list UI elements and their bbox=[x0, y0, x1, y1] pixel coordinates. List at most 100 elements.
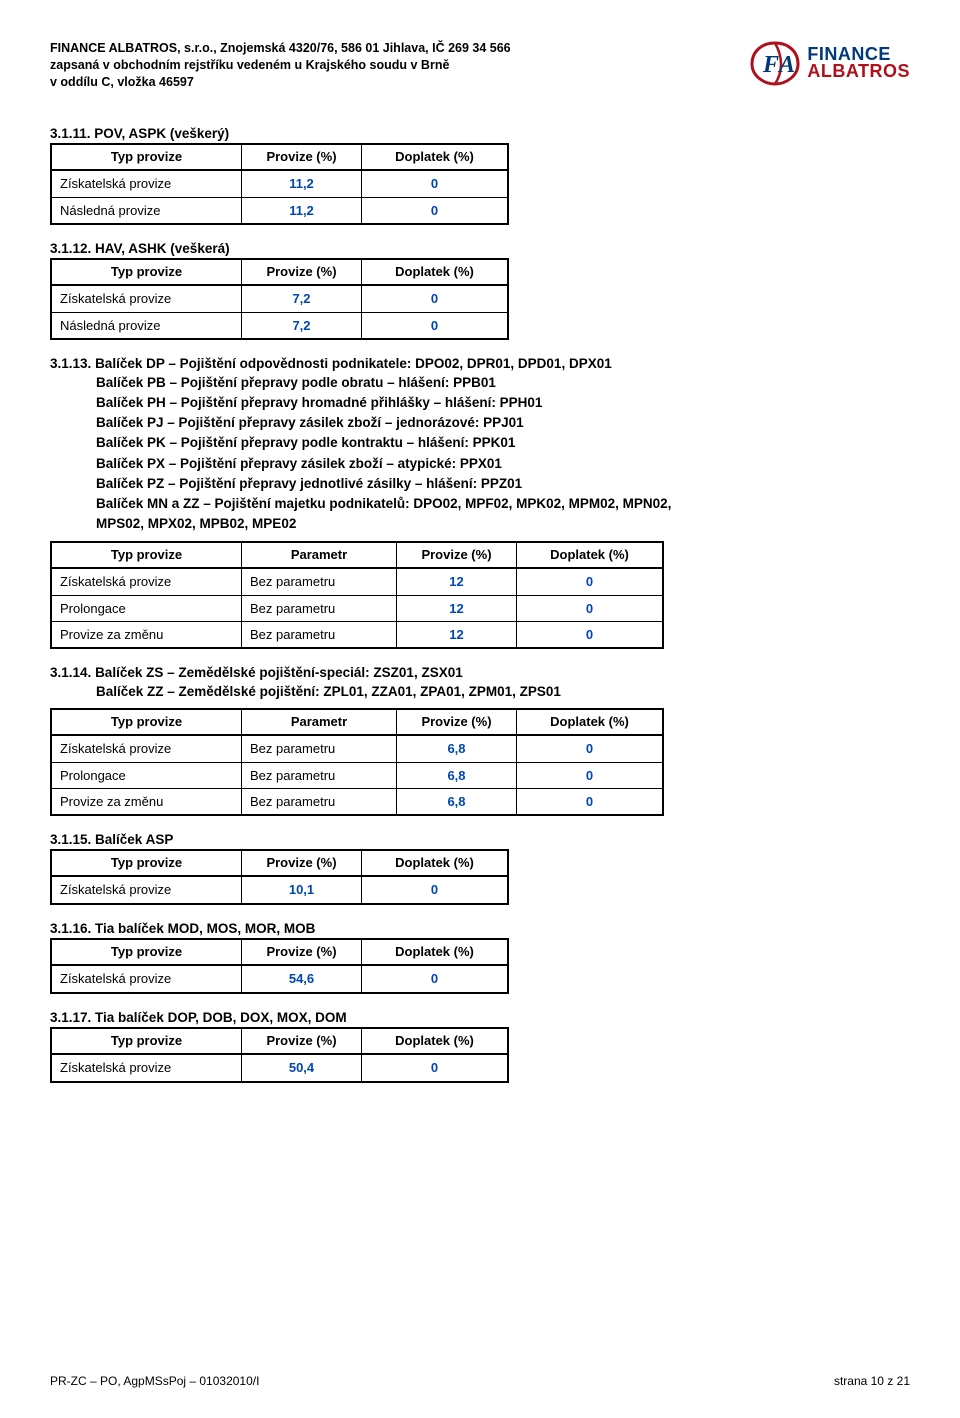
cell-type: Následná provize bbox=[52, 312, 242, 338]
cell-type: Provize za změnu bbox=[52, 788, 242, 814]
th-type: Typ provize bbox=[52, 710, 242, 736]
cell-type: Získatelská provize bbox=[52, 966, 242, 992]
svg-text:A: A bbox=[777, 52, 795, 78]
cell-param: Bez parametru bbox=[242, 788, 397, 814]
cell-dop: 0 bbox=[517, 569, 662, 595]
section-3-1-15-title: 3.1.15. Balíček ASP bbox=[50, 832, 910, 847]
table-3-1-14: Typ provize Parametr Provize (%) Doplate… bbox=[50, 708, 664, 816]
table-3-1-13: Typ provize Parametr Provize (%) Doplate… bbox=[50, 541, 664, 649]
table-row: Provize za změnu Bez parametru 6,8 0 bbox=[52, 788, 662, 814]
table-row: Získatelská provize 7,2 0 bbox=[52, 286, 507, 312]
th-type: Typ provize bbox=[52, 145, 242, 171]
section-heading-line: Balíček ZS – Zemědělské pojištění-speciá… bbox=[95, 665, 463, 680]
list-item: Balíček ZZ – Zemědělské pojištění: ZPL01… bbox=[96, 682, 910, 702]
table-3-1-16: Typ provize Provize (%) Doplatek (%) Zís… bbox=[50, 938, 509, 994]
th-dop: Doplatek (%) bbox=[362, 260, 507, 286]
list-item: Balíček PB – Pojištění přepravy podle ob… bbox=[96, 373, 910, 393]
cell-type: Získatelská provize bbox=[52, 171, 242, 197]
table-row: Provize za změnu Bez parametru 12 0 bbox=[52, 621, 662, 647]
section-heading-line: Balíček DP – Pojištění odpovědnosti podn… bbox=[95, 356, 612, 371]
cell-param: Bez parametru bbox=[242, 621, 397, 647]
footer-right-prefix: strana bbox=[834, 1374, 871, 1388]
page-footer: PR-ZC – PO, AgpMSsPoj – 01032010/I stran… bbox=[50, 1374, 910, 1388]
cell-prov: 50,4 bbox=[242, 1055, 362, 1081]
cell-dop: 0 bbox=[362, 966, 507, 992]
cell-dop: 0 bbox=[517, 788, 662, 814]
th-prov: Provize (%) bbox=[242, 260, 362, 286]
th-dop: Doplatek (%) bbox=[362, 851, 507, 877]
th-dop: Doplatek (%) bbox=[362, 940, 507, 966]
page-header: FINANCE ALBATROS, s.r.o., Znojemská 4320… bbox=[50, 40, 910, 91]
table-row: Získatelská provize Bez parametru 12 0 bbox=[52, 569, 662, 595]
th-type: Typ provize bbox=[52, 1029, 242, 1055]
cell-dop: 0 bbox=[362, 171, 507, 197]
th-prov: Provize (%) bbox=[397, 710, 517, 736]
logo-word-2: ALBATROS bbox=[807, 63, 910, 80]
cell-type: Následná provize bbox=[52, 197, 242, 223]
th-type: Typ provize bbox=[52, 543, 242, 569]
cell-type: Získatelská provize bbox=[52, 286, 242, 312]
cell-prov: 6,8 bbox=[397, 762, 517, 788]
cell-dop: 0 bbox=[362, 877, 507, 903]
cell-prov: 54,6 bbox=[242, 966, 362, 992]
cell-type: Získatelská provize bbox=[52, 569, 242, 595]
table-3-1-12: Typ provize Provize (%) Doplatek (%) Zís… bbox=[50, 258, 509, 340]
svg-text:F: F bbox=[762, 52, 779, 78]
list-item: Balíček PZ – Pojištění přepravy jednotli… bbox=[96, 474, 910, 494]
th-dop: Doplatek (%) bbox=[362, 1029, 507, 1055]
section-num: 3.1.14. bbox=[50, 665, 91, 680]
cell-type: Získatelská provize bbox=[52, 736, 242, 762]
cell-type: Získatelská provize bbox=[52, 1055, 242, 1081]
cell-dop: 0 bbox=[517, 621, 662, 647]
cell-dop: 0 bbox=[362, 312, 507, 338]
list-item: Balíček PH – Pojištění přepravy hromadné… bbox=[96, 393, 910, 413]
section-3-1-16-title: 3.1.16. Tia balíček MOD, MOS, MOR, MOB bbox=[50, 921, 910, 936]
cell-type: Prolongace bbox=[52, 762, 242, 788]
th-prov: Provize (%) bbox=[242, 145, 362, 171]
list-item: Balíček MN a ZZ – Pojištění majetku podn… bbox=[96, 494, 910, 514]
cell-dop: 0 bbox=[362, 197, 507, 223]
list-item: Balíček PK – Pojištění přepravy podle ko… bbox=[96, 433, 910, 453]
cell-dop: 0 bbox=[362, 286, 507, 312]
cell-prov: 12 bbox=[397, 569, 517, 595]
section-3-1-13-sublines: Balíček PB – Pojištění přepravy podle ob… bbox=[50, 373, 910, 535]
th-dop: Doplatek (%) bbox=[517, 543, 662, 569]
table-row: Prolongace Bez parametru 12 0 bbox=[52, 595, 662, 621]
albatros-logo-icon: F A bbox=[749, 40, 801, 86]
footer-right: strana 10 z 21 bbox=[834, 1374, 910, 1388]
cell-prov: 11,2 bbox=[242, 197, 362, 223]
table-row: Získatelská provize 10,1 0 bbox=[52, 877, 507, 903]
list-item-cont: MPS02, MPX02, MPB02, MPE02 bbox=[96, 514, 910, 534]
cell-param: Bez parametru bbox=[242, 762, 397, 788]
cell-param: Bez parametru bbox=[242, 569, 397, 595]
th-prov: Provize (%) bbox=[242, 851, 362, 877]
table-row: Následná provize 11,2 0 bbox=[52, 197, 507, 223]
th-dop: Doplatek (%) bbox=[517, 710, 662, 736]
table-row: Prolongace Bez parametru 6,8 0 bbox=[52, 762, 662, 788]
cell-dop: 0 bbox=[517, 736, 662, 762]
section-3-1-12-title: 3.1.12. HAV, ASHK (veškerá) bbox=[50, 241, 910, 256]
cell-param: Bez parametru bbox=[242, 595, 397, 621]
table-row: Následná provize 7,2 0 bbox=[52, 312, 507, 338]
company-line: zapsaná v obchodním rejstříku vedeném u … bbox=[50, 57, 511, 74]
section-3-1-14-sublines: Balíček ZZ – Zemědělské pojištění: ZPL01… bbox=[50, 682, 910, 702]
footer-left: PR-ZC – PO, AgpMSsPoj – 01032010/I bbox=[50, 1374, 259, 1388]
th-param: Parametr bbox=[242, 543, 397, 569]
company-line: FINANCE ALBATROS, s.r.o., Znojemská 4320… bbox=[50, 40, 511, 57]
th-prov: Provize (%) bbox=[242, 1029, 362, 1055]
section-3-1-11-title: 3.1.11. POV, ASPK (veškerý) bbox=[50, 126, 910, 141]
table-3-1-11: Typ provize Provize (%) Doplatek (%) Zís… bbox=[50, 143, 509, 225]
list-item: Balíček PX – Pojištění přepravy zásilek … bbox=[96, 454, 910, 474]
cell-prov: 7,2 bbox=[242, 286, 362, 312]
company-line: v oddílu C, vložka 46597 bbox=[50, 74, 511, 91]
list-item: Balíček PJ – Pojištění přepravy zásilek … bbox=[96, 413, 910, 433]
cell-prov: 12 bbox=[397, 621, 517, 647]
logo-text: FINANCE ALBATROS bbox=[807, 46, 910, 80]
cell-prov: 11,2 bbox=[242, 171, 362, 197]
cell-prov: 6,8 bbox=[397, 736, 517, 762]
section-3-1-13-title: 3.1.13. Balíček DP – Pojištění odpovědno… bbox=[50, 356, 910, 371]
cell-dop: 0 bbox=[517, 762, 662, 788]
section-3-1-14-title: 3.1.14. Balíček ZS – Zemědělské pojištěn… bbox=[50, 665, 910, 680]
table-row: Získatelská provize 11,2 0 bbox=[52, 171, 507, 197]
th-param: Parametr bbox=[242, 710, 397, 736]
